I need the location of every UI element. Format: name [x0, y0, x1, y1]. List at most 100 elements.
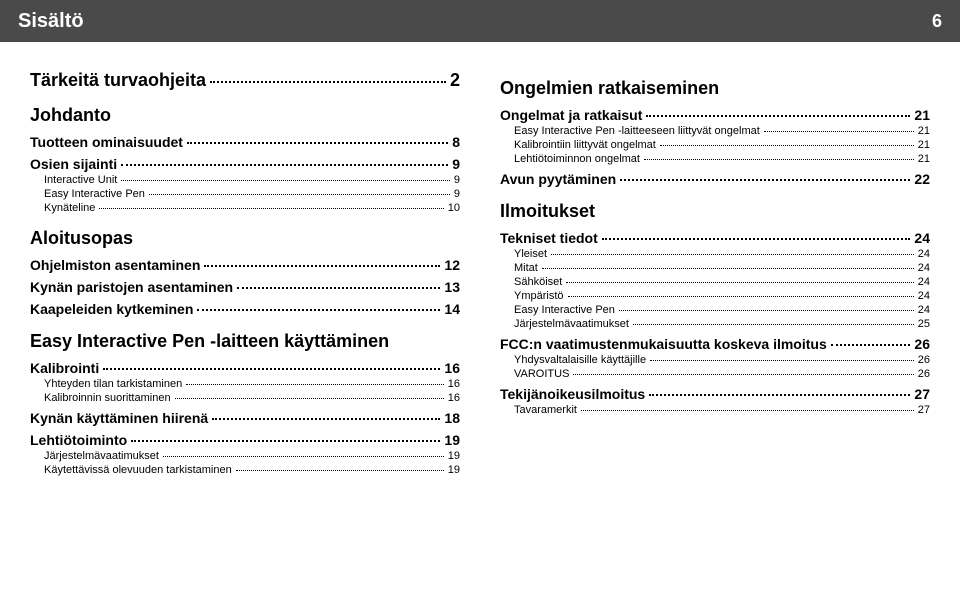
toc-leader-dots: [237, 287, 440, 289]
toc-page-number: 21: [914, 107, 930, 123]
toc-subentry[interactable]: Järjestelmävaatimukset 19: [30, 450, 460, 462]
toc-leader-dots: [175, 398, 444, 399]
toc-leader-dots: [210, 81, 446, 83]
toc-page-number: 10: [448, 202, 460, 214]
toc-subentry[interactable]: Käytettävissä olevuuden tarkistaminen 19: [30, 464, 460, 476]
toc-leader-dots: [646, 115, 910, 117]
toc-leader-dots: [566, 282, 913, 283]
toc-subentry[interactable]: Yhteyden tilan tarkistaminen16: [30, 378, 460, 390]
toc-page-number: 13: [444, 279, 460, 295]
toc-entry[interactable]: Tekijänoikeusilmoitus27: [500, 386, 930, 402]
toc-label: Lehtiötoiminto: [30, 432, 127, 448]
toc-page-number: 21: [918, 125, 930, 137]
toc-leader-dots: [121, 164, 448, 166]
toc-page-number: 22: [914, 171, 930, 187]
toc-page-number: 19: [448, 450, 460, 462]
toc-label: Easy Interactive Pen -laitteeseen liitty…: [514, 125, 760, 137]
toc-subentry[interactable]: Easy Interactive Pen24: [500, 304, 930, 316]
toc-section-heading: Ongelmien ratkaiseminen: [500, 78, 930, 99]
toc-label: Lehtiötoiminnon ongelmat: [514, 153, 640, 165]
toc-entry[interactable]: FCC:n vaatimustenmukaisuutta koskeva ilm…: [500, 336, 930, 352]
toc-page-number: 26: [914, 336, 930, 352]
toc-label: Tavaramerkit: [514, 404, 577, 416]
toc-entry[interactable]: Avun pyytäminen22: [500, 171, 930, 187]
toc-leader-dots: [620, 179, 910, 181]
toc-subentry[interactable]: Interactive Unit9: [30, 174, 460, 186]
toc-leader-dots: [619, 310, 914, 311]
toc-label: Käytettävissä olevuuden tarkistaminen: [44, 464, 232, 476]
toc-leader-dots: [633, 324, 914, 325]
toc-subentry[interactable]: Kalibrointiin liittyvät ongelmat21: [500, 139, 930, 151]
toc-label: Ohjelmiston asentaminen: [30, 257, 200, 273]
toc-entry[interactable]: Lehtiötoiminto 19: [30, 432, 460, 448]
toc-subentry[interactable]: Järjestelmävaatimukset25: [500, 318, 930, 330]
toc-page-number: 24: [914, 230, 930, 246]
toc-label: Kynäteline: [44, 202, 95, 214]
toc-section-link[interactable]: Tärkeitä turvaohjeita 2: [30, 70, 460, 91]
toc-page-number: 8: [452, 134, 460, 150]
toc-leader-dots: [831, 344, 911, 346]
toc-leader-dots: [121, 180, 450, 181]
toc-content: Tärkeitä turvaohjeita 2 Johdanto Tuotteen o…: [0, 42, 960, 498]
toc-page-number: 27: [914, 386, 930, 402]
toc-label: Tuotteen ominaisuudet: [30, 134, 183, 150]
toc-page-number: 19: [444, 432, 460, 448]
toc-page-number: 16: [444, 360, 460, 376]
toc-subentry[interactable]: Tavaramerkit27: [500, 404, 930, 416]
toc-page-number: 25: [918, 318, 930, 330]
toc-subentry[interactable]: Kalibroinnin suorittaminen16: [30, 392, 460, 404]
toc-label: Easy Interactive Pen: [514, 304, 615, 316]
toc-subentry[interactable]: Easy Interactive Pen9: [30, 188, 460, 200]
toc-leader-dots: [764, 131, 914, 132]
toc-page-number: 26: [918, 368, 930, 380]
toc-entry[interactable]: Kynän paristojen asentaminen 13: [30, 279, 460, 295]
toc-page-number: 18: [444, 410, 460, 426]
toc-entry[interactable]: Kalibrointi 16: [30, 360, 460, 376]
toc-page-number: 26: [918, 354, 930, 366]
toc-entry[interactable]: Tekniset tiedot24: [500, 230, 930, 246]
toc-leader-dots: [204, 265, 440, 267]
toc-label: Kalibroinnin suorittaminen: [44, 392, 171, 404]
toc-entry[interactable]: Kynän käyttäminen hiirenä18: [30, 410, 460, 426]
toc-section-heading: Johdanto: [30, 105, 460, 126]
toc-subentry[interactable]: Yhdysvaltalaisille käyttäjille 26: [500, 354, 930, 366]
toc-leader-dots: [602, 238, 911, 240]
page-header: Sisältö 6: [0, 0, 960, 42]
toc-page-number: 24: [918, 290, 930, 302]
toc-entry[interactable]: Osien sijainti9: [30, 156, 460, 172]
toc-subentry[interactable]: Sähköiset 24: [500, 276, 930, 288]
toc-page-number: 19: [448, 464, 460, 476]
toc-subentry[interactable]: Mitat24: [500, 262, 930, 274]
toc-label: Kynän paristojen asentaminen: [30, 279, 233, 295]
header-page-number: 6: [932, 11, 942, 32]
toc-page-number: 21: [918, 153, 930, 165]
toc-entry[interactable]: Ohjelmiston asentaminen12: [30, 257, 460, 273]
toc-label: Yhdysvaltalaisille käyttäjille: [514, 354, 646, 366]
toc-section-heading: Easy Interactive Pen -laitteen käyttämin…: [30, 331, 460, 352]
toc-subentry[interactable]: Ympäristö24: [500, 290, 930, 302]
toc-label: Kalibrointi: [30, 360, 99, 376]
toc-subentry[interactable]: Lehtiötoiminnon ongelmat 21: [500, 153, 930, 165]
toc-entry[interactable]: Tuotteen ominaisuudet 8: [30, 134, 460, 150]
toc-label: Sähköiset: [514, 276, 562, 288]
toc-subentry[interactable]: Yleiset24: [500, 248, 930, 260]
toc-entry[interactable]: Ongelmat ja ratkaisut21: [500, 107, 930, 123]
toc-page-number: 2: [450, 70, 460, 91]
toc-label: VAROITUS: [514, 368, 569, 380]
toc-subentry[interactable]: Easy Interactive Pen -laitteeseen liitty…: [500, 125, 930, 137]
toc-entry[interactable]: Kaapeleiden kytkeminen14: [30, 301, 460, 317]
toc-label: Järjestelmävaatimukset: [44, 450, 159, 462]
toc-section-heading: Ilmoitukset: [500, 201, 930, 222]
toc-leader-dots: [236, 470, 444, 471]
toc-left-column: Tärkeitä turvaohjeita 2 Johdanto Tuotteen o…: [30, 64, 460, 478]
toc-leader-dots: [644, 159, 914, 160]
toc-subentry[interactable]: VAROITUS 26: [500, 368, 930, 380]
toc-page-number: 9: [454, 174, 460, 186]
toc-page-number: 24: [918, 276, 930, 288]
toc-label: Tärkeitä turvaohjeita: [30, 70, 206, 91]
toc-right-column: Ongelmien ratkaiseminen Ongelmat ja ratka…: [500, 64, 930, 478]
toc-subentry[interactable]: Kynäteline 10: [30, 202, 460, 214]
toc-leader-dots: [187, 142, 448, 144]
toc-page-number: 14: [444, 301, 460, 317]
toc-leader-dots: [99, 208, 443, 209]
